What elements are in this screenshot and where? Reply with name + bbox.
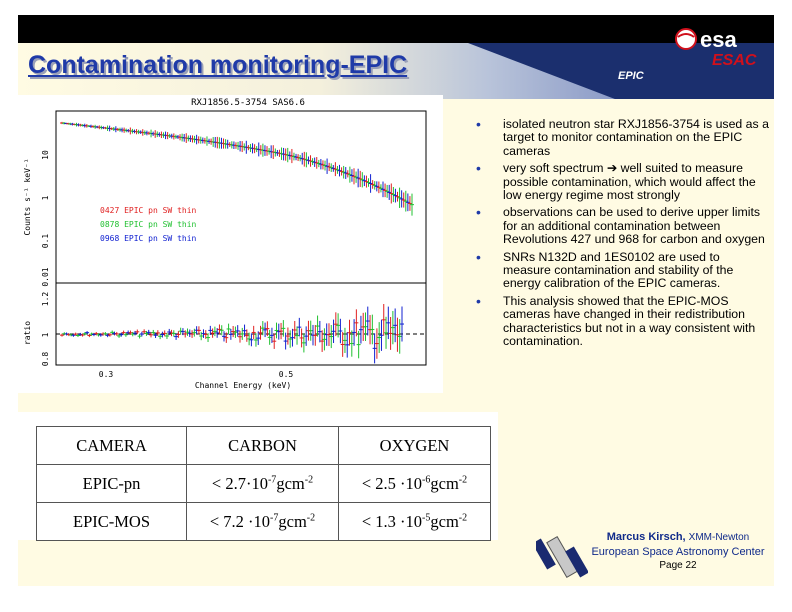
ytick-1: 1 (41, 195, 50, 200)
spectrum-series (60, 121, 414, 216)
spectrum-plot: RXJ1856.5-3754 SAS6.6 10 1 0.1 0.01 1.2 … (18, 95, 443, 393)
plot-title: RXJ1856.5-3754 SAS6.6 (191, 98, 305, 108)
ylabel-bottom: ratio (23, 321, 32, 345)
bullet-item: observations can be used to derive upper… (470, 206, 770, 246)
ytick-ratio-1: 1 (41, 332, 50, 337)
bullet-item: This analysis showed that the EPIC-MOS c… (470, 294, 770, 349)
ratio-series (60, 304, 404, 364)
carbon-limit-cell: < 2.7·10-7gcm-2 (186, 464, 339, 503)
esa-logo: esa ESAC (675, 27, 757, 69)
xlabel: Channel Energy (keV) (195, 381, 291, 390)
top-bar (18, 15, 774, 43)
camera-cell: EPIC-MOS (36, 502, 187, 541)
bullet-item: SNRs N132D and 1ES0102 are used to measu… (470, 250, 770, 291)
oxygen-limit-cell: < 1.3 ·10-5gcm-2 (338, 502, 491, 541)
xtick-0.3: 0.3 (99, 370, 114, 379)
ylabel-top: Counts s⁻¹ keV⁻¹ (23, 158, 32, 235)
slide: Contamination monitoring-EPIC EPIC esa E… (18, 15, 774, 586)
ytick-10: 10 (41, 150, 50, 160)
page-title: Contamination monitoring-EPIC (28, 51, 408, 79)
esa-globe-icon (676, 29, 696, 49)
xtick-0.5: 0.5 (279, 370, 294, 379)
ytick-0.8: 0.8 (41, 352, 50, 367)
carbon-limit-cell: < 7.2 ·10-7gcm-2 (186, 502, 339, 541)
header-carbon: CARBON (186, 426, 339, 465)
footer: Marcus Kirsch, XMM-Newton European Space… (578, 530, 774, 573)
esac-wordmark: ESAC (712, 52, 757, 69)
table-header-row: CAMERA CARBON OXYGEN (36, 426, 491, 465)
legend-0968: 0968 EPIC pn SW thin (100, 234, 197, 243)
top-panel-frame (55, 110, 427, 284)
esa-wordmark: esa (700, 27, 737, 52)
page-number: Page 22 (659, 560, 697, 571)
footer-org: European Space Astronomy Center (591, 546, 765, 558)
ytick-1.2: 1.2 (41, 292, 50, 307)
ytick-0.1: 0.1 (41, 234, 50, 249)
bullet-list: isolated neutron star RXJ1856-3754 is us… (470, 117, 770, 353)
section-label: EPIC (618, 70, 644, 82)
ytick-0.01: 0.01 (41, 267, 50, 286)
ratio-panel-frame (55, 282, 427, 366)
header-camera: CAMERA (36, 426, 187, 465)
legend-0878: 0878 EPIC pn SW thin (100, 220, 197, 229)
camera-cell: EPIC-pn (36, 464, 187, 503)
legend-0427: 0427 EPIC pn SW thin (100, 206, 197, 215)
footer-author: Marcus Kirsch, XMM-Newton (606, 531, 750, 543)
contamination-limits-table: CAMERA CARBON OXYGEN EPIC-pn < 2.7·10-7g… (36, 426, 491, 541)
oxygen-limit-cell: < 2.5 ·10-6gcm-2 (338, 464, 491, 503)
table-row: EPIC-MOS < 7.2 ·10-7gcm-2 < 1.3 ·10-5gcm… (36, 502, 491, 541)
bullet-item: isolated neutron star RXJ1856-3754 is us… (470, 117, 770, 158)
bullet-item: very soft spectrum ➔ well suited to meas… (470, 161, 770, 202)
limits-table-panel: CAMERA CARBON OXYGEN EPIC-pn < 2.7·10-7g… (18, 412, 498, 541)
xmm-satellite-icon (536, 535, 588, 579)
table-row: EPIC-pn < 2.7·10-7gcm-2 < 2.5 ·10-6gcm-2 (36, 464, 491, 503)
header-oxygen: OXYGEN (338, 426, 491, 465)
